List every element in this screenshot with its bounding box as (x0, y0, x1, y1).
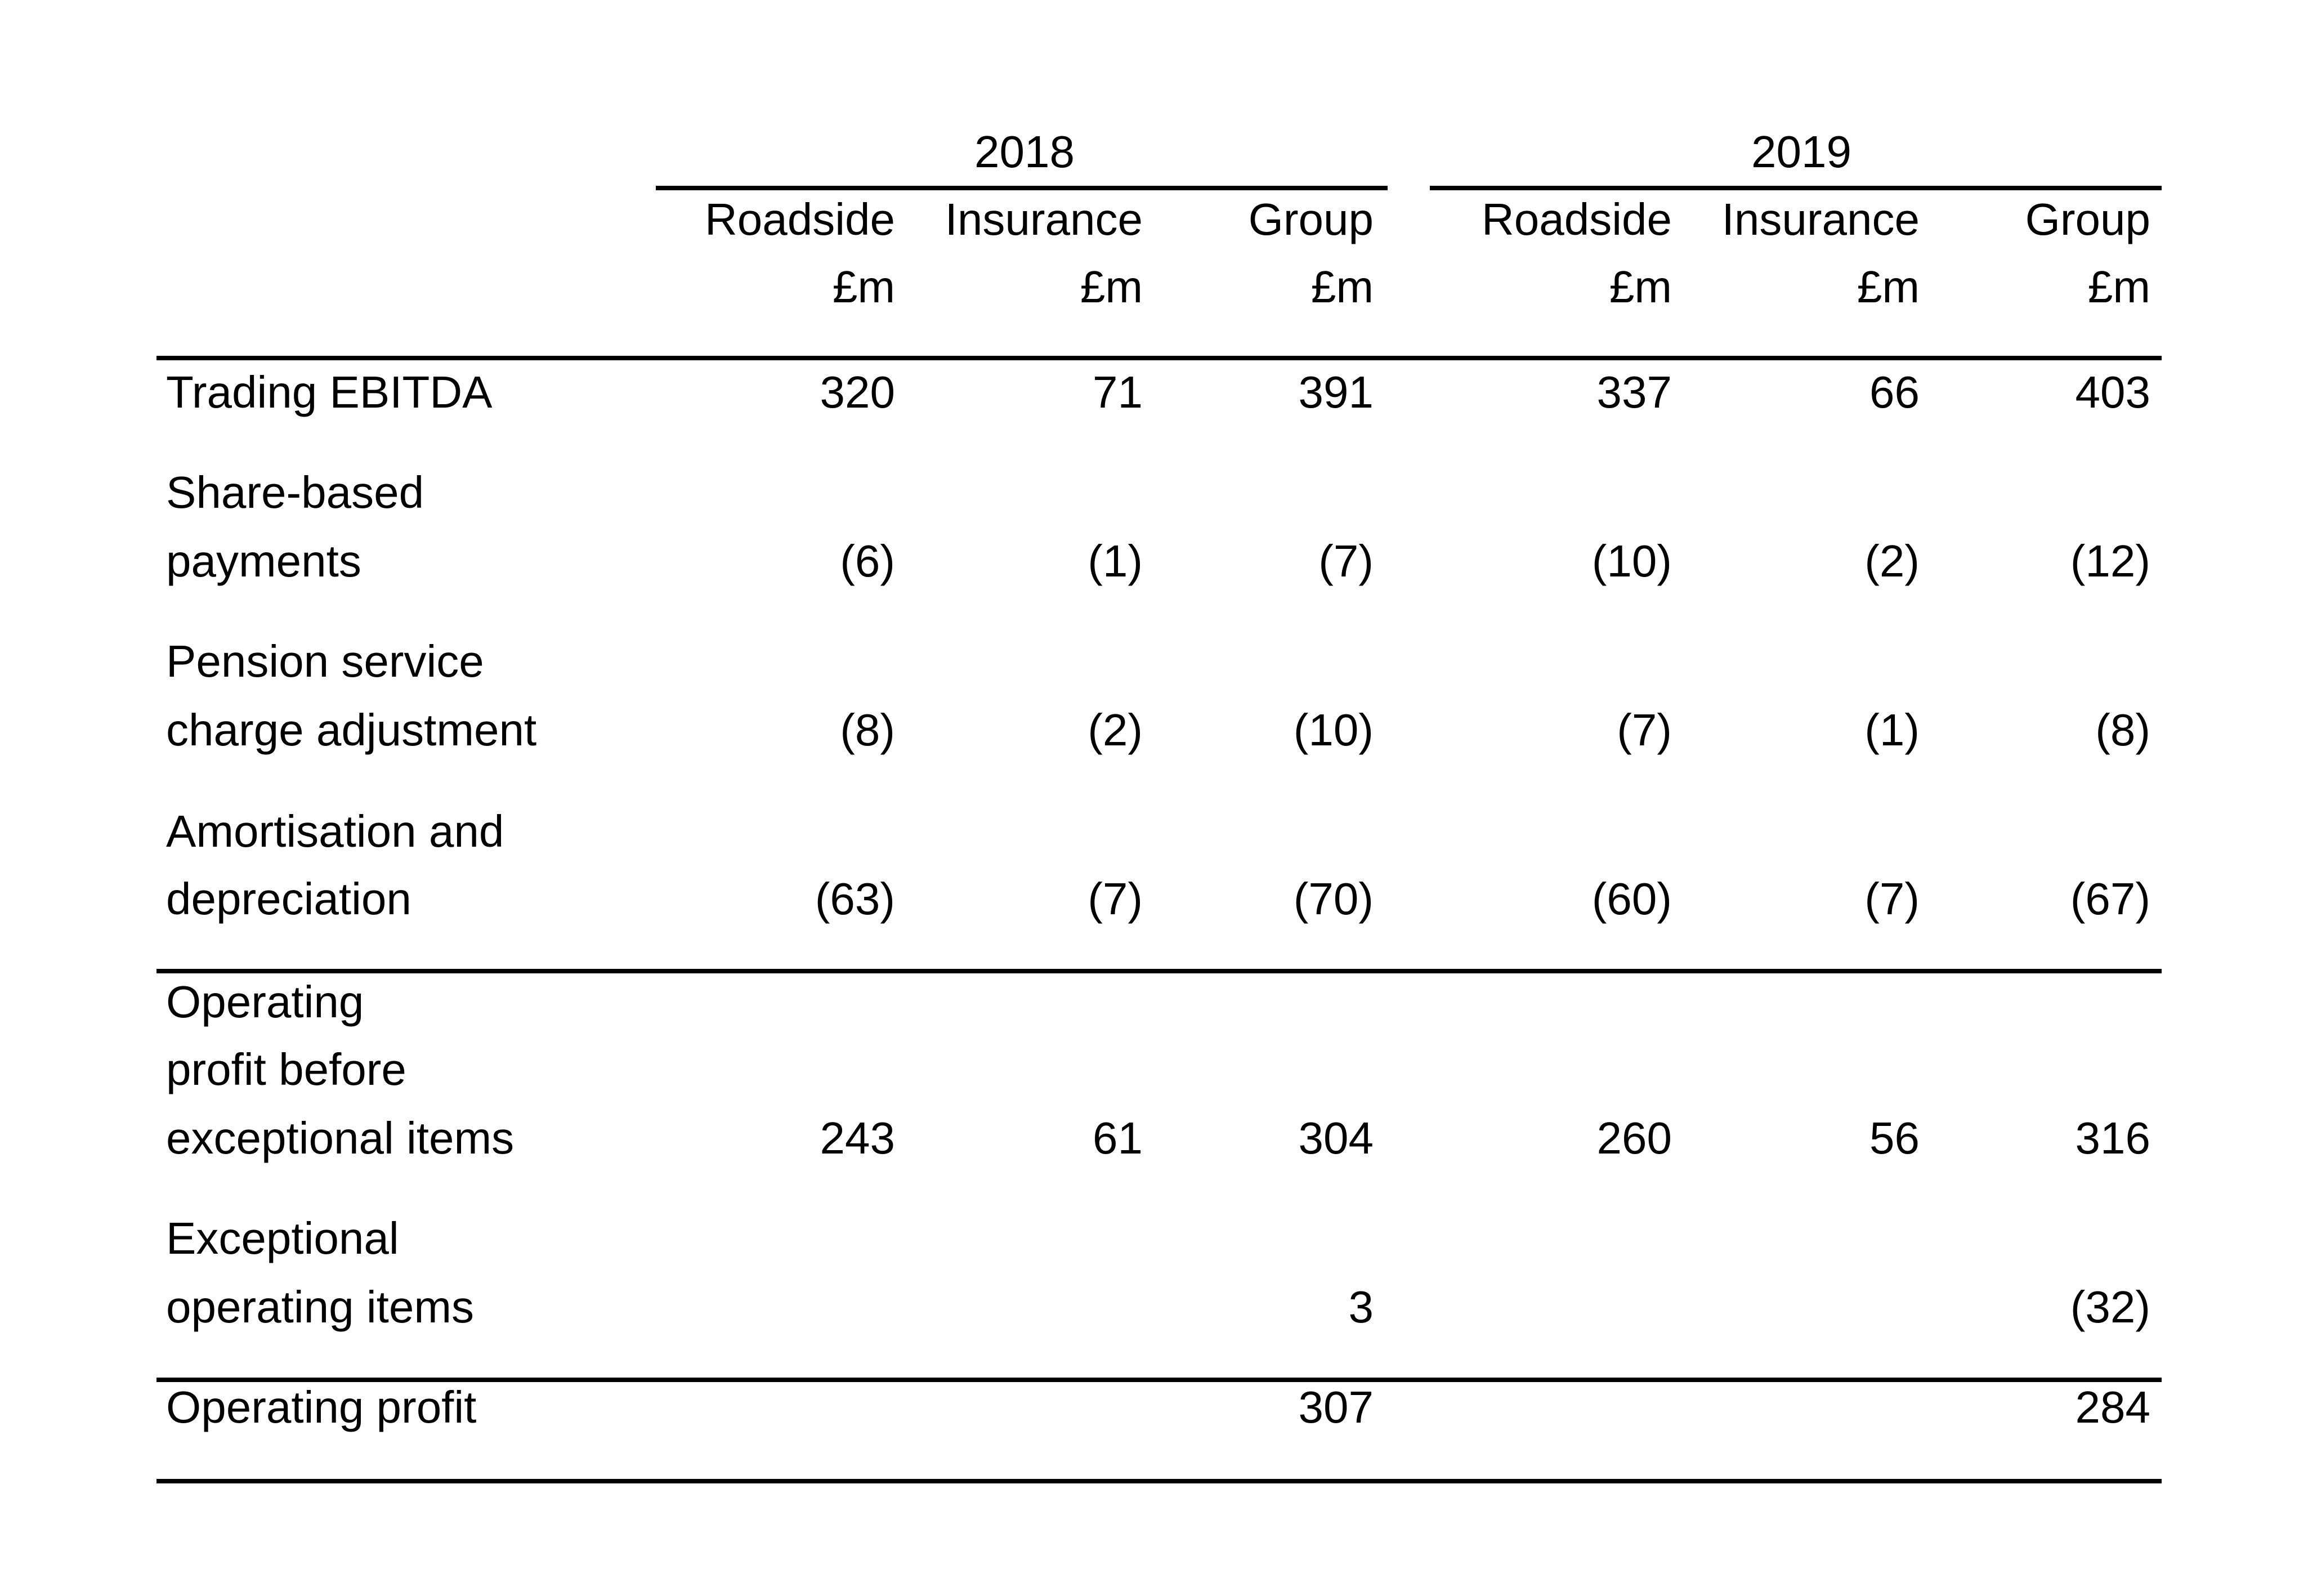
row-label: Operating profit (166, 1382, 477, 1432)
table-cell: (32) (2070, 1282, 2150, 1332)
segment-header: Group (2025, 194, 2150, 244)
segment-header: Group (1248, 194, 1374, 244)
unit-header: £m (1857, 262, 1920, 312)
table-cell: 403 (2075, 367, 2150, 417)
table-cell: 66 (1869, 367, 1920, 417)
total-rule-top (156, 1378, 2162, 1382)
row-label: profit before (166, 1044, 406, 1094)
unit-header: £m (1080, 262, 1143, 312)
table-cell: 61 (1093, 1113, 1143, 1163)
table-cell: (6) (840, 536, 895, 586)
table-cell: (7) (1088, 874, 1143, 924)
table-cell: (7) (1617, 705, 1672, 755)
table-cell: (12) (2070, 536, 2150, 586)
year-header-2018: 2018 (974, 127, 1075, 177)
table-cell: (70) (1293, 874, 1374, 924)
table-cell: 304 (1298, 1113, 1374, 1163)
table-cell: 391 (1298, 367, 1374, 417)
row-label: charge adjustment (166, 705, 537, 755)
year-header-2019: 2019 (1751, 127, 1851, 177)
segment-header: Insurance (945, 194, 1143, 244)
row-label: operating items (166, 1282, 474, 1332)
row-label: Operating (166, 977, 364, 1027)
row-label: Trading EBITDA (166, 367, 493, 417)
year-underline-2019 (1430, 186, 2162, 190)
table-cell: 3 (1348, 1282, 1374, 1332)
subtotal-rule (156, 969, 2162, 973)
table-cell: (7) (1864, 874, 1920, 924)
unit-header: £m (832, 262, 895, 312)
header-rule (156, 356, 2162, 360)
table-cell: (63) (815, 874, 895, 924)
unit-header: £m (1609, 262, 1672, 312)
table-cell: 337 (1596, 367, 1672, 417)
table-cell: 320 (820, 367, 895, 417)
segment-header: Roadside (1481, 194, 1672, 244)
table-cell: 71 (1093, 367, 1143, 417)
table-cell: (10) (1293, 705, 1374, 755)
table-cell: 260 (1596, 1113, 1672, 1163)
row-label: Pension service (166, 636, 484, 686)
table-cell: 243 (820, 1113, 895, 1163)
table-cell: (67) (2070, 874, 2150, 924)
table-cell: 56 (1869, 1113, 1920, 1163)
row-label: payments (166, 536, 361, 586)
unit-header: £m (1310, 262, 1374, 312)
table-cell: (8) (840, 705, 895, 755)
segment-header: Roadside (704, 194, 895, 244)
row-label: depreciation (166, 874, 411, 924)
table-cell: (2) (1088, 705, 1143, 755)
table-cell: (7) (1318, 536, 1374, 586)
table-cell: (1) (1088, 536, 1143, 586)
table-cell: (10) (1591, 536, 1672, 586)
table-cell: (60) (1591, 874, 1672, 924)
table-cell: (8) (2095, 705, 2150, 755)
row-label: Share-based (166, 467, 424, 517)
total-rule-bottom (156, 1479, 2162, 1483)
table-cell: 307 (1298, 1382, 1374, 1432)
table-cell: (2) (1864, 536, 1920, 586)
row-label: Amortisation and (166, 806, 504, 856)
unit-header: £m (2087, 262, 2150, 312)
table-cell: (1) (1864, 705, 1920, 755)
table-cell: 316 (2075, 1113, 2150, 1163)
segment-header: Insurance (1721, 194, 1920, 244)
row-label: exceptional items (166, 1113, 515, 1163)
year-underline-2018 (656, 186, 1388, 190)
row-label: Exceptional (166, 1213, 399, 1263)
table-cell: 284 (2075, 1382, 2150, 1432)
